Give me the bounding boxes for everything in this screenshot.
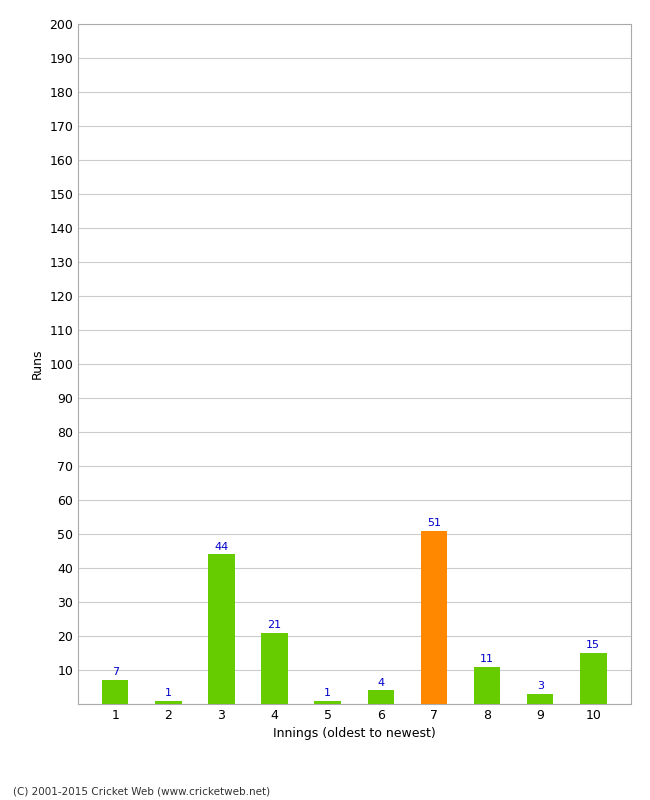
Text: 7: 7 (112, 667, 119, 678)
Y-axis label: Runs: Runs (31, 349, 44, 379)
X-axis label: Innings (oldest to newest): Innings (oldest to newest) (273, 727, 436, 741)
Bar (102, 680, 129, 704)
Text: 1: 1 (324, 688, 332, 698)
Bar (421, 530, 447, 704)
Bar (261, 633, 288, 704)
Bar (580, 653, 606, 704)
Text: 21: 21 (268, 620, 281, 630)
Bar (527, 694, 553, 704)
Text: 1: 1 (165, 688, 172, 698)
Text: 44: 44 (214, 542, 229, 552)
Text: 15: 15 (586, 640, 601, 650)
Text: 11: 11 (480, 654, 494, 664)
Text: 4: 4 (377, 678, 384, 688)
Text: (C) 2001-2015 Cricket Web (www.cricketweb.net): (C) 2001-2015 Cricket Web (www.cricketwe… (13, 786, 270, 796)
Bar (474, 666, 500, 704)
Bar (208, 554, 235, 704)
Bar (315, 701, 341, 704)
Bar (155, 701, 181, 704)
Text: 51: 51 (427, 518, 441, 528)
Bar (367, 690, 394, 704)
Text: 3: 3 (537, 681, 543, 691)
